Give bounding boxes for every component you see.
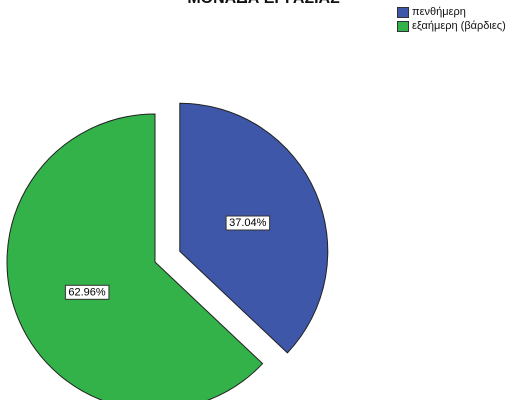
legend-label-five-day: πενθήμερη [412,6,466,18]
slice-label-box-five-day [225,215,271,231]
legend-swatch-five-day [397,6,409,18]
legend-swatch-six-day [397,20,409,32]
slice-label-six-day: 62.96% [68,286,106,298]
legend-label-six-day: εξαήμερη (βάρδιες) [412,20,506,32]
slice-label-five-day: 37.04% [229,217,267,229]
slice-label-box-six-day [64,284,110,300]
pie-slice-six-day [6,113,264,400]
legend: πενθήμερη εξαήμερη (βάρδιες) [397,5,506,33]
chart-title: ΜΟΝΑΔΑ ΕΡΓΑΣΙΑΣ [0,0,527,8]
legend-item-six-day: εξαήμερη (βάρδιες) [397,19,506,33]
legend-item-five-day: πενθήμερη [397,5,506,19]
